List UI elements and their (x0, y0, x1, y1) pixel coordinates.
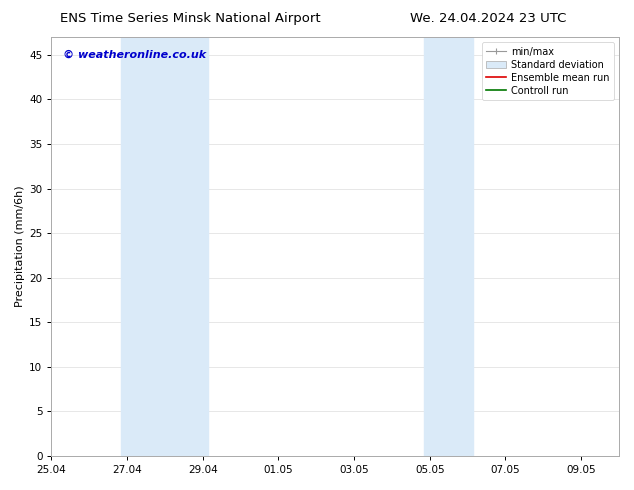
Bar (122, 37, 209, 456)
Bar (424, 37, 474, 456)
Text: ENS Time Series Minsk National Airport: ENS Time Series Minsk National Airport (60, 12, 321, 25)
Text: © weatheronline.co.uk: © weatheronline.co.uk (63, 49, 206, 60)
Text: We. 24.04.2024 23 UTC: We. 24.04.2024 23 UTC (410, 12, 566, 25)
Y-axis label: Precipitation (mm/6h): Precipitation (mm/6h) (15, 186, 25, 307)
Legend: min/max, Standard deviation, Ensemble mean run, Controll run: min/max, Standard deviation, Ensemble me… (482, 42, 614, 100)
